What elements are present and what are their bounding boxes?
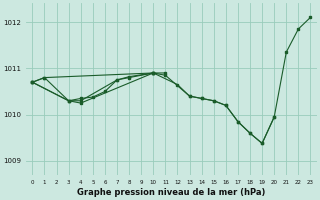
X-axis label: Graphe pression niveau de la mer (hPa): Graphe pression niveau de la mer (hPa) bbox=[77, 188, 266, 197]
